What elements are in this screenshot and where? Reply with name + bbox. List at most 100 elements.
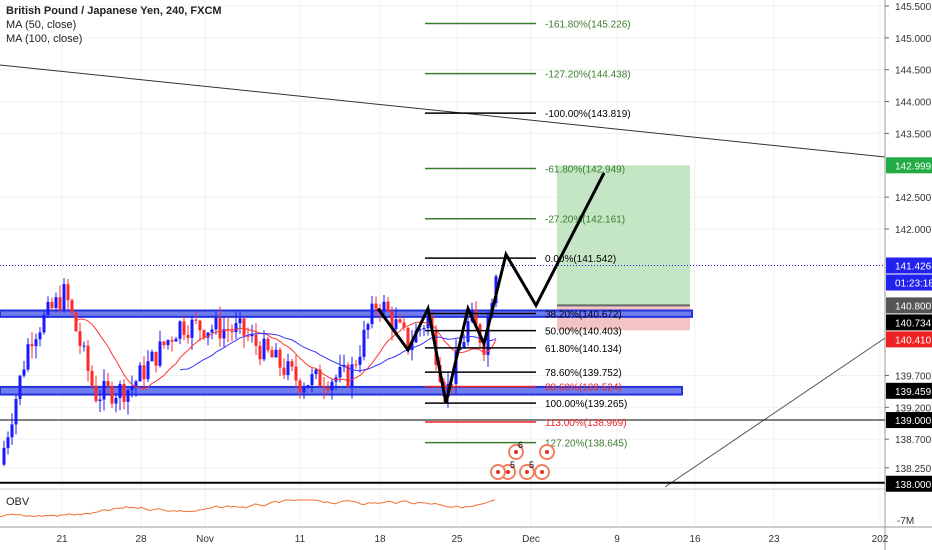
price-label-badge bbox=[886, 157, 932, 174]
candle bbox=[202, 330, 206, 338]
candle bbox=[290, 361, 294, 367]
candle bbox=[86, 345, 90, 371]
candle bbox=[46, 301, 50, 316]
candle bbox=[418, 329, 422, 331]
candle bbox=[38, 332, 42, 340]
candle bbox=[318, 369, 322, 387]
candle bbox=[322, 386, 326, 389]
candle bbox=[330, 381, 334, 391]
event-marker-dot bbox=[540, 470, 544, 474]
candle bbox=[358, 356, 362, 365]
candle bbox=[306, 385, 310, 388]
fib-level-label: 100.00%(139.265) bbox=[545, 399, 627, 410]
price-label-text: 140.410 bbox=[895, 335, 932, 346]
chart-legend: British Pound / Japanese Yen, 240, FXCM … bbox=[6, 4, 222, 46]
candle bbox=[78, 331, 82, 346]
candle bbox=[382, 301, 386, 312]
candle bbox=[114, 398, 118, 404]
candle bbox=[118, 383, 122, 399]
candle bbox=[98, 399, 102, 402]
event-count: 6 bbox=[518, 440, 523, 450]
candle bbox=[166, 340, 170, 346]
obv-label: OBV bbox=[6, 496, 30, 508]
symbol-title: British Pound / Japanese Yen, 240, FXCM bbox=[6, 5, 222, 17]
time-tick-label: 21 bbox=[56, 534, 68, 545]
candle bbox=[254, 334, 258, 346]
candle bbox=[270, 350, 274, 358]
candle bbox=[110, 385, 114, 404]
candle bbox=[42, 315, 46, 333]
candle bbox=[326, 388, 330, 391]
price-tick-label: 143.500 bbox=[895, 129, 932, 140]
candle bbox=[310, 374, 314, 386]
candle bbox=[178, 321, 182, 339]
price-label-text: 138.000 bbox=[895, 480, 932, 491]
candle bbox=[130, 386, 134, 391]
candle bbox=[126, 390, 130, 402]
candle bbox=[386, 301, 390, 312]
candle bbox=[462, 342, 466, 349]
event-count: 5 bbox=[510, 460, 515, 470]
candle bbox=[194, 319, 198, 321]
price-label-text: 140.800 bbox=[895, 301, 932, 312]
candle bbox=[162, 341, 166, 346]
candle bbox=[70, 300, 74, 313]
price-tick-label: 139.700 bbox=[895, 371, 932, 382]
candle bbox=[138, 365, 142, 382]
candle bbox=[102, 380, 106, 400]
candle bbox=[230, 330, 234, 333]
candle bbox=[298, 380, 302, 393]
candle bbox=[26, 344, 30, 370]
price-label-text: 140.734 bbox=[895, 318, 932, 329]
price-tick-label: 142.500 bbox=[895, 193, 932, 204]
candle bbox=[122, 383, 126, 402]
candle bbox=[222, 329, 226, 339]
time-tick-label: 25 bbox=[451, 534, 463, 545]
profit-zone bbox=[557, 165, 690, 306]
obv-line bbox=[0, 499, 496, 518]
candle bbox=[238, 318, 242, 324]
candle bbox=[2, 447, 6, 465]
candle bbox=[266, 338, 270, 351]
fib-level-label: -100.00%(143.819) bbox=[545, 109, 631, 120]
price-label-badge bbox=[886, 314, 932, 331]
candle bbox=[406, 327, 410, 351]
obv-axis-label: -7M bbox=[897, 516, 914, 527]
candle bbox=[58, 297, 62, 310]
trendline-up bbox=[664, 337, 886, 488]
price-label-text: 139.459 bbox=[895, 387, 932, 398]
candle bbox=[158, 341, 162, 366]
fib-level-label: -161.80%(145.226) bbox=[545, 19, 631, 30]
candle bbox=[314, 369, 318, 375]
candle bbox=[362, 329, 366, 357]
candle bbox=[246, 335, 250, 337]
candle bbox=[294, 366, 298, 381]
event-marker-dot bbox=[496, 470, 500, 474]
candle bbox=[354, 364, 358, 366]
candle bbox=[374, 303, 378, 309]
candle bbox=[90, 370, 94, 386]
price-label-badge bbox=[886, 412, 932, 429]
fib-level-label: 113.00%(138.969) bbox=[545, 418, 627, 429]
time-tick-label: 23 bbox=[768, 534, 780, 545]
time-tick-label: Nov bbox=[196, 534, 214, 545]
candle bbox=[50, 301, 54, 309]
event-count: 5 bbox=[529, 460, 534, 470]
candle bbox=[18, 375, 22, 399]
candle bbox=[134, 381, 138, 387]
candle bbox=[278, 349, 282, 368]
candle bbox=[218, 317, 222, 339]
price-tick-label: 139.200 bbox=[895, 403, 932, 414]
fib-level-label: -127.20%(144.438) bbox=[545, 70, 631, 81]
fib-level-label: 50.00%(140.403) bbox=[545, 327, 622, 338]
candle bbox=[30, 344, 34, 347]
candle bbox=[426, 316, 430, 329]
fib-level-label: 78.60%(139.752) bbox=[545, 368, 622, 379]
resistance-zone bbox=[0, 309, 693, 318]
price-tick-label: 144.000 bbox=[895, 98, 932, 109]
projection-path bbox=[376, 172, 606, 404]
candle bbox=[174, 338, 178, 342]
time-tick-label: 28 bbox=[135, 534, 147, 545]
price-tick-label: 142.000 bbox=[895, 225, 932, 236]
